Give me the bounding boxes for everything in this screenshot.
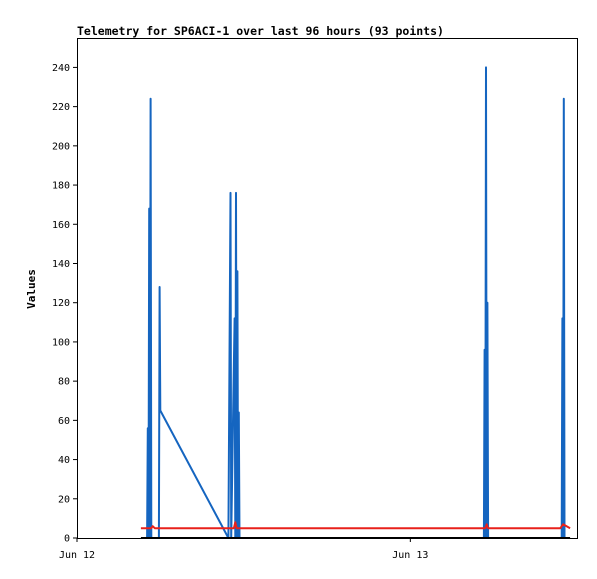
x-tick-label: Jun 12 — [59, 550, 95, 561]
y-tick-label: 240 — [52, 63, 70, 74]
series-line-1 — [146, 66, 566, 539]
y-tick-label: 120 — [52, 298, 70, 309]
y-tick-label: 40 — [58, 455, 70, 466]
plot-frame — [77, 38, 578, 539]
y-tick-label: 0 — [64, 534, 70, 545]
x-tick-label: Jun 13 — [392, 550, 428, 561]
y-axis: 0 20 40 60 80 100 120 140 160 180 200 220 240 — [52, 63, 77, 545]
y-tick-label: 140 — [52, 259, 70, 270]
y-axis-label: Values — [25, 269, 38, 309]
y-tick-label: 20 — [58, 494, 70, 505]
x-axis: Jun 12 Jun 13 — [59, 538, 428, 561]
y-tick-label: 220 — [52, 102, 70, 113]
series-layer — [140, 66, 571, 539]
y-tick-label: 160 — [52, 220, 70, 231]
y-tick-label: 100 — [52, 337, 70, 348]
y-tick-label: 60 — [58, 416, 70, 427]
y-tick-label: 180 — [52, 181, 70, 192]
y-tick-label: 80 — [58, 377, 70, 388]
chart-title: Telemetry for SP6ACI-1 over last 96 hour… — [77, 24, 444, 38]
series-line-2 — [140, 521, 571, 530]
y-tick-label: 200 — [52, 141, 70, 152]
